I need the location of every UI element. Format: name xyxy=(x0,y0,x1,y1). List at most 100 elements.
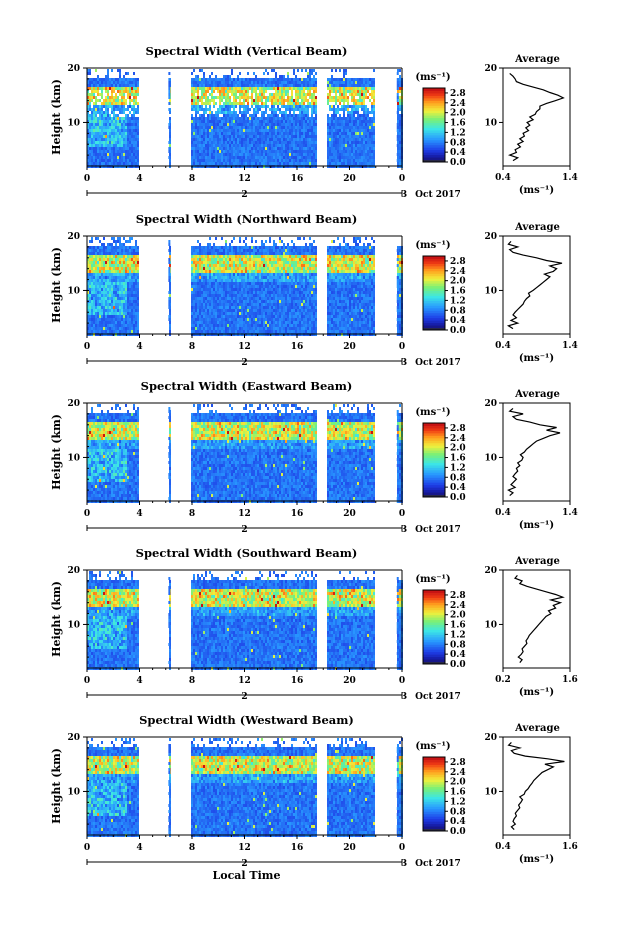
colorbar-swatch xyxy=(423,457,445,461)
y-axis-label: Height (km) xyxy=(50,581,63,657)
colorbar-swatch xyxy=(423,592,445,596)
colorbar-swatch xyxy=(423,639,445,643)
colorbar-swatch xyxy=(423,646,445,650)
colorbar-swatch xyxy=(423,450,445,454)
x-tick-label: 0 xyxy=(399,342,405,352)
colorbar-swatch xyxy=(423,452,445,456)
colorbar-unit: (ms⁻¹) xyxy=(415,574,450,585)
colorbar-swatch xyxy=(423,159,445,163)
colorbar-tick-label: 0.8 xyxy=(450,807,466,817)
colorbar-swatch xyxy=(423,283,445,287)
colorbar-tick-label: 2.8 xyxy=(450,591,466,601)
average-title: Average xyxy=(514,389,560,400)
x-tick-label: 20 xyxy=(343,342,356,352)
colorbar-swatch xyxy=(423,474,445,478)
x-tick-label: 0 xyxy=(399,174,405,184)
colorbar-swatch xyxy=(423,659,445,663)
x-tick-label: 4 xyxy=(136,843,142,853)
colorbar-swatch xyxy=(423,614,445,618)
panel-title: Spectral Width (Vertical Beam) xyxy=(146,44,348,58)
colorbar-swatch xyxy=(423,482,445,486)
average-y-tick-label: 10 xyxy=(484,118,497,128)
y-tick-label: 20 xyxy=(67,733,80,743)
colorbar-swatch xyxy=(423,139,445,143)
colorbar-swatch xyxy=(423,110,445,114)
colorbar-swatch xyxy=(423,479,445,483)
colorbar-tick-label: 2.4 xyxy=(450,601,466,611)
colorbar-swatch xyxy=(423,305,445,309)
colorbar-swatch xyxy=(423,423,445,426)
average-y-tick-label: 20 xyxy=(484,566,497,576)
date-mark: 2 xyxy=(241,190,247,200)
colorbar-swatch xyxy=(423,654,445,658)
colorbar-swatch xyxy=(423,460,445,463)
x-tick-label: 0 xyxy=(84,509,90,519)
date-label: Oct 2017 xyxy=(415,692,461,702)
colorbar-swatch xyxy=(423,462,445,466)
colorbar-tick-label: 0.8 xyxy=(450,473,466,483)
average-title: Average xyxy=(514,556,560,567)
colorbar-swatch xyxy=(423,779,445,783)
colorbar-unit: (ms⁻¹) xyxy=(415,72,450,83)
colorbar-swatch xyxy=(423,129,445,133)
colorbar-tick-label: 2.4 xyxy=(450,267,466,277)
colorbar-swatch xyxy=(423,764,445,768)
colorbar-swatch xyxy=(423,811,445,815)
colorbar-tick-label: 1.6 xyxy=(450,454,466,464)
y-axis-label: Height (km) xyxy=(50,79,63,155)
average-title: Average xyxy=(514,222,560,233)
colorbar-swatch xyxy=(423,125,445,128)
y-axis-label: Height (km) xyxy=(50,748,63,824)
colorbar-tick-label: 0.4 xyxy=(450,650,466,660)
average-y-tick-label: 10 xyxy=(484,787,497,797)
x-tick-label: 16 xyxy=(291,509,304,519)
colorbar-tick-label: 2.8 xyxy=(450,758,466,768)
average-profile: Average 20 10 0.4 1.4 (ms⁻¹) xyxy=(484,222,577,364)
average-profile: Average 20 10 0.2 1.6 (ms⁻¹) xyxy=(484,556,577,698)
x-tick-label: 8 xyxy=(189,174,195,184)
colorbar-swatch xyxy=(423,132,445,136)
colorbar-swatch xyxy=(423,134,445,138)
colorbar-swatch xyxy=(423,144,445,148)
colorbar-swatch xyxy=(423,447,445,451)
x-tick-label: 12 xyxy=(238,342,251,352)
panel-1: Spectral Width (Vertical Beam) 2 0 10 Height… xyxy=(50,44,578,200)
average-frame xyxy=(502,402,571,502)
panel-title: Spectral Width (Northward Beam) xyxy=(136,212,358,226)
colorbar-swatch xyxy=(423,120,445,124)
average-y-tick-label: 10 xyxy=(484,453,497,463)
colorbar-tick-label: 1.6 xyxy=(450,287,466,297)
colorbar-swatch xyxy=(423,494,445,498)
colorbar-swatch xyxy=(423,107,445,111)
colorbar-tick-label: 2.8 xyxy=(450,424,466,434)
heatmap xyxy=(87,237,403,336)
x-tick-label: 4 xyxy=(136,509,142,519)
x-tick-label: 8 xyxy=(189,843,195,853)
colorbar-tick-label: 0.4 xyxy=(450,483,466,493)
colorbar-swatch xyxy=(423,105,445,109)
colorbar-swatch xyxy=(423,100,445,104)
y-tick-label: 20 xyxy=(67,232,80,242)
colorbar-swatch xyxy=(423,636,445,640)
colorbar-swatch xyxy=(423,472,445,476)
x-tick-label: 16 xyxy=(291,342,304,352)
x-tick-label: 0 xyxy=(84,843,90,853)
date-mark: 2 xyxy=(241,859,247,869)
colorbar-unit: (ms⁻¹) xyxy=(415,741,450,752)
panel-4: Spectral Width (Southward Beam)2010Heigh… xyxy=(50,546,578,702)
colorbar-swatch xyxy=(423,327,445,331)
colorbar-swatch xyxy=(423,826,445,830)
date-mark: 2 xyxy=(241,525,247,535)
colorbar-tick-label: 0.8 xyxy=(450,640,466,650)
colorbar-swatch xyxy=(423,469,445,473)
colorbar-swatch xyxy=(423,617,445,621)
colorbar-swatch xyxy=(423,828,445,832)
colorbar-swatch xyxy=(423,624,445,628)
colorbar: (ms⁻¹)2.82.42.01.61.20.80.40.0 xyxy=(415,240,465,336)
y-tick-label: 10 xyxy=(67,787,80,797)
y-tick-label: 10 xyxy=(67,118,80,128)
panel-title: Spectral Width (Southward Beam) xyxy=(136,546,358,560)
colorbar-swatch xyxy=(423,801,445,805)
colorbar-swatch xyxy=(423,88,445,91)
x-tick-label: 12 xyxy=(238,676,251,686)
